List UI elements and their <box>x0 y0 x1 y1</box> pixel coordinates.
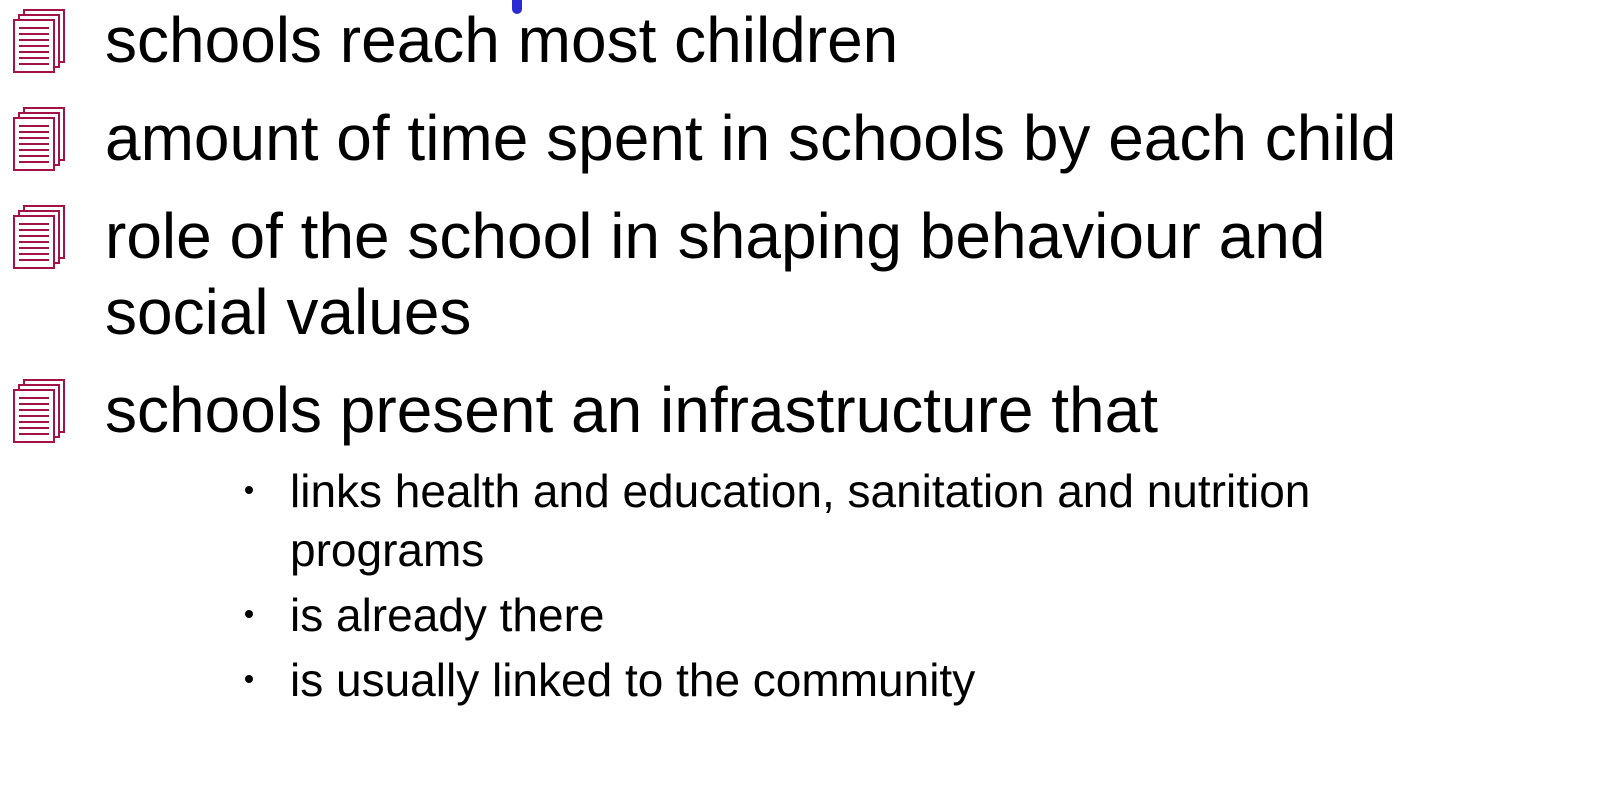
doc-icon <box>13 205 65 269</box>
bullet-list: schools reach most children amount of tim… <box>0 2 1602 732</box>
item-text: role of the school in shaping behaviour … <box>105 200 1326 348</box>
item-text: amount of time spent in schools by each … <box>105 102 1397 174</box>
cursor-fragment <box>512 0 522 14</box>
sub-item: is already there <box>245 586 1405 645</box>
sub-list: links health and education, sanitation a… <box>105 462 1405 710</box>
sub-item-text: links health and education, sanitation a… <box>290 465 1311 576</box>
item-text: schools present an infrastructure that <box>105 374 1158 446</box>
bullet-dot <box>245 610 253 618</box>
bullet-item: schools present an infrastructure that li… <box>0 372 1475 710</box>
doc-icon <box>13 9 65 73</box>
doc-icon <box>13 107 65 171</box>
bullet-item: schools reach most children <box>0 2 1475 78</box>
sub-item: links health and education, sanitation a… <box>245 462 1405 580</box>
item-text: schools reach most children <box>105 4 899 76</box>
sub-item: is usually linked to the community <box>245 651 1405 710</box>
bullet-dot <box>245 486 253 494</box>
sub-item-text: is usually linked to the community <box>290 654 976 706</box>
bullet-dot <box>245 675 253 683</box>
sub-item-text: is already there <box>290 589 605 641</box>
bullet-item: role of the school in shaping behaviour … <box>0 198 1475 350</box>
bullet-item: amount of time spent in schools by each … <box>0 100 1475 176</box>
doc-icon <box>13 379 65 443</box>
